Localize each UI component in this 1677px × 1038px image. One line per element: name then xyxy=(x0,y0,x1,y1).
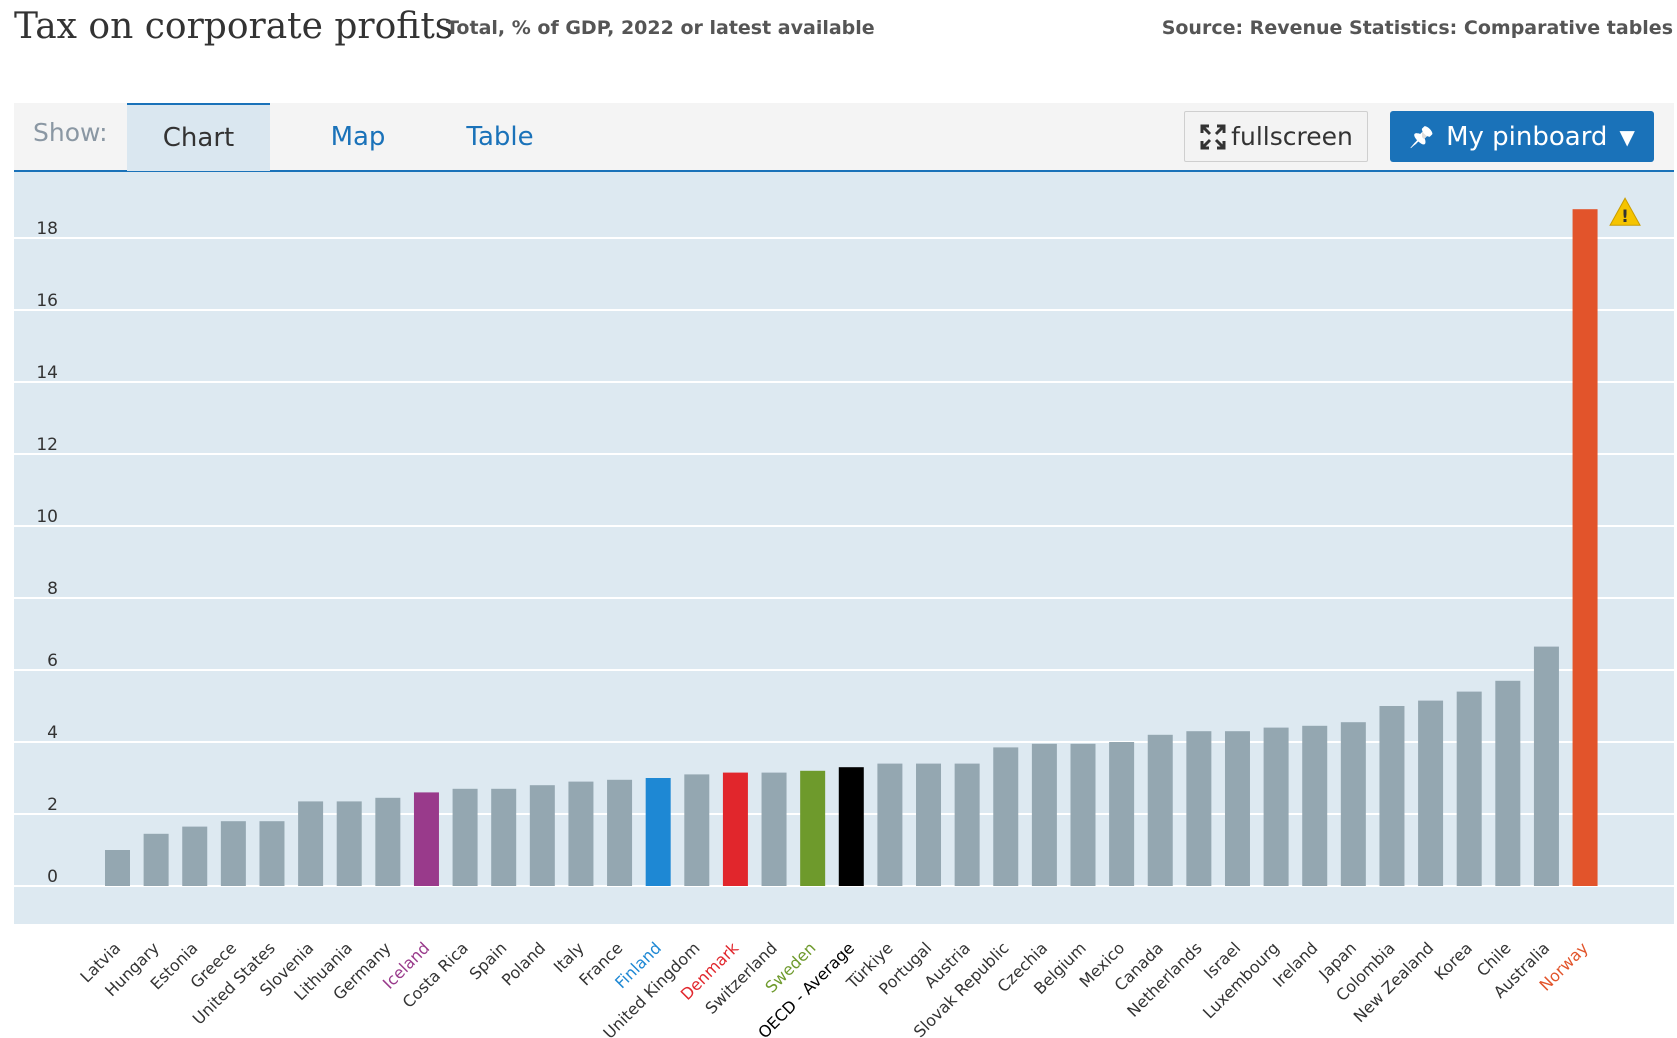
bar-united-kingdom[interactable] xyxy=(684,774,710,886)
y-tick-label: 12 xyxy=(36,435,58,455)
bar-colombia[interactable] xyxy=(1379,706,1405,886)
bar-france[interactable] xyxy=(607,779,633,886)
bar-poland[interactable] xyxy=(529,785,555,886)
pin-icon: 📌 xyxy=(1409,124,1435,149)
bar-new-zealand[interactable] xyxy=(1418,700,1444,886)
bar-norway[interactable] xyxy=(1572,209,1598,886)
bar-chile[interactable] xyxy=(1495,680,1521,886)
bar-switzerland[interactable] xyxy=(761,772,787,886)
y-tick-label: 4 xyxy=(47,723,58,743)
bar-slovenia[interactable] xyxy=(298,801,324,886)
bar-korea[interactable] xyxy=(1456,691,1482,886)
chevron-down-icon: ▼ xyxy=(1619,124,1635,149)
page-subtitle: Total, % of GDP, 2022 or latest availabl… xyxy=(446,17,875,39)
bar-costa-rica[interactable] xyxy=(452,788,478,886)
fullscreen-button[interactable]: fullscreen xyxy=(1184,111,1368,162)
y-tick-label: 8 xyxy=(47,579,58,599)
bar-israel[interactable] xyxy=(1224,731,1250,886)
bar-sweden[interactable] xyxy=(800,770,826,886)
bar-japan[interactable] xyxy=(1340,722,1366,886)
bar-ireland[interactable] xyxy=(1302,725,1328,886)
bar-lithuania[interactable] xyxy=(336,801,362,886)
y-tick-label: 6 xyxy=(47,651,58,671)
tab-table[interactable]: Table xyxy=(466,122,534,152)
bar-oecd-average[interactable] xyxy=(838,767,864,886)
bar-austria[interactable] xyxy=(954,763,980,886)
bar-hungary[interactable] xyxy=(143,833,169,886)
bar-greece[interactable] xyxy=(220,821,246,886)
expand-icon xyxy=(1200,124,1226,149)
bar-latvia[interactable] xyxy=(105,850,130,886)
y-tick-label: 18 xyxy=(36,219,58,239)
bar-netherlands[interactable] xyxy=(1186,731,1212,886)
bar-czechia[interactable] xyxy=(1031,743,1057,886)
y-tick-label: 0 xyxy=(47,867,58,887)
fullscreen-label: fullscreen xyxy=(1231,122,1353,151)
y-tick-label: 10 xyxy=(36,507,58,527)
bar-denmark[interactable] xyxy=(722,772,748,886)
bar-united-states[interactable] xyxy=(259,821,285,886)
y-tick-label: 16 xyxy=(36,291,58,311)
bar-australia[interactable] xyxy=(1533,646,1559,886)
y-tick-label: 14 xyxy=(36,363,58,383)
bar-canada[interactable] xyxy=(1147,734,1173,886)
source-label: Source: Revenue Statistics: Comparative … xyxy=(1161,17,1673,39)
x-tick-label: Korea xyxy=(1431,938,1477,984)
bar-slovak-republic[interactable] xyxy=(993,747,1019,886)
bar-iceland[interactable] xyxy=(413,792,439,886)
bar-finland[interactable] xyxy=(645,778,671,886)
y-tick-label: 2 xyxy=(47,795,58,815)
bar-italy[interactable] xyxy=(568,781,594,886)
bar-belgium[interactable] xyxy=(1070,743,1096,886)
bar-germany[interactable] xyxy=(375,797,401,886)
warning-icon[interactable] xyxy=(1609,197,1641,226)
bar-t-rkiye[interactable] xyxy=(877,763,903,886)
bar-mexico[interactable] xyxy=(1109,742,1135,886)
pinboard-label: My pinboard xyxy=(1446,121,1608,152)
x-tick-label: Poland xyxy=(498,938,549,989)
warning-mark: ! xyxy=(1621,207,1629,227)
page-title: Tax on corporate profits xyxy=(14,6,454,47)
tab-chart[interactable]: Chart xyxy=(127,103,270,171)
tab-map[interactable]: Map xyxy=(330,122,386,152)
show-label: Show: xyxy=(33,118,108,147)
bar-estonia[interactable] xyxy=(182,826,208,886)
my-pinboard-button[interactable]: 📌 My pinboard ▼ xyxy=(1390,111,1654,162)
bar-spain[interactable] xyxy=(491,788,517,886)
bar-portugal[interactable] xyxy=(916,763,942,886)
view-toolbar: Show: Chart Map Table fullscreen 📌 My pi… xyxy=(14,103,1674,172)
bar-luxembourg[interactable] xyxy=(1263,727,1289,886)
